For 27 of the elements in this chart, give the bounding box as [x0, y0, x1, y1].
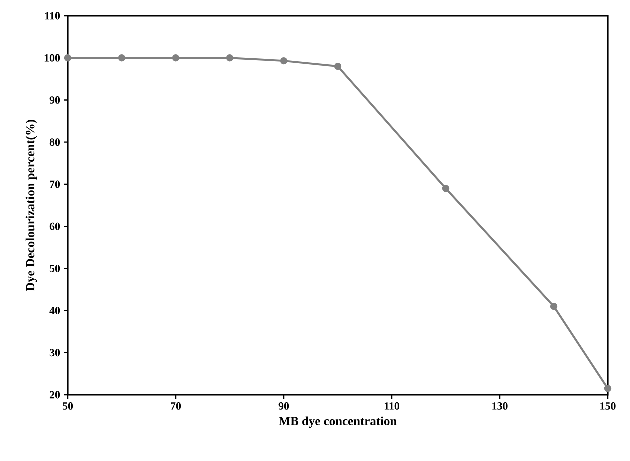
point	[226, 54, 234, 62]
point	[118, 54, 126, 62]
y-tick-label: 70	[50, 180, 60, 188]
y-tick-label: 110	[46, 12, 60, 20]
y-tick-label: 90	[50, 96, 60, 104]
y-axis-title: Dye Decolourization percent(%)	[26, 120, 38, 292]
y-tick-label: 30	[50, 349, 60, 357]
y-tick-label: 40	[50, 307, 60, 314]
y-tick-label: 20	[50, 391, 60, 399]
y-tick-label: 60	[50, 222, 60, 230]
point	[334, 62, 342, 70]
x-tick-label: 110	[384, 402, 400, 410]
x-tick-label: 150	[600, 402, 616, 410]
point	[280, 57, 288, 65]
y-tick-label: 100	[44, 54, 60, 62]
point	[442, 185, 450, 192]
y-tick-label: 80	[50, 138, 60, 146]
x-tick-label: 70	[171, 402, 182, 410]
point	[172, 54, 180, 62]
x-tick-label: 130	[492, 402, 508, 410]
x-tick-label: 50	[62, 402, 74, 410]
point	[550, 302, 558, 310]
x-tick-label: 90	[278, 402, 290, 410]
x-axis-title: MB dye concentration	[279, 416, 397, 428]
point	[604, 385, 612, 392]
y-tick-label: 50	[50, 264, 60, 272]
point	[64, 54, 72, 62]
